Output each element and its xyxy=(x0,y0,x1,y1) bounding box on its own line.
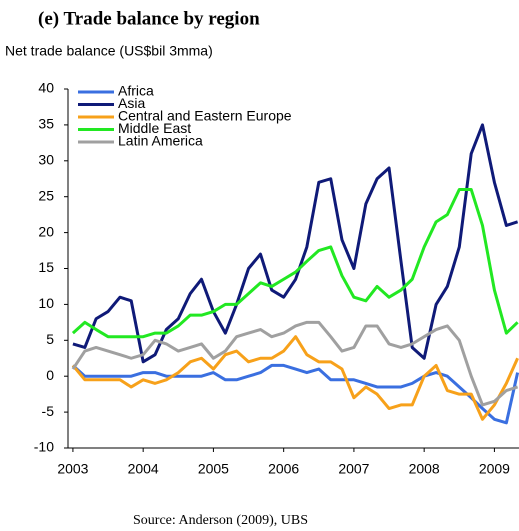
series-line xyxy=(71,363,519,425)
legend-label: Africa xyxy=(118,83,154,99)
y-tick-label: -10 xyxy=(34,439,54,455)
x-tick-label: 2004 xyxy=(128,461,159,477)
x-tick-label: 2003 xyxy=(57,461,88,477)
y-tick-label: 5 xyxy=(46,331,54,347)
series-line xyxy=(72,123,519,364)
chart-title: (e) Trade balance by region xyxy=(38,8,260,29)
axis-title: Net trade balance (US$bil 3mma) xyxy=(5,43,213,59)
y-tick-label: -5 xyxy=(42,403,55,419)
y-tick-label: 35 xyxy=(38,116,54,132)
x-tick-label: 2005 xyxy=(198,461,229,477)
legend-label: Latin America xyxy=(118,133,203,149)
source-note: Source: Anderson (2009), UBS xyxy=(133,513,308,528)
y-tick-label: 15 xyxy=(38,259,54,275)
y-tick-label: 25 xyxy=(38,187,54,203)
legend-label: Asia xyxy=(118,95,145,111)
x-tick-label: 2008 xyxy=(409,461,440,477)
x-tick-label: 2009 xyxy=(479,461,510,477)
legend-label: Central and Eastern Europe xyxy=(118,108,292,124)
y-tick-label: 40 xyxy=(38,80,54,96)
x-tick-label: 2007 xyxy=(338,461,369,477)
series-line xyxy=(71,188,519,339)
x-tick-label: 2006 xyxy=(268,461,299,477)
y-tick-label: 10 xyxy=(38,295,54,311)
series-line xyxy=(71,335,519,421)
y-tick-label: 30 xyxy=(38,152,54,168)
y-tick-label: 20 xyxy=(38,223,54,239)
series-line xyxy=(71,320,519,407)
legend-label: Middle East xyxy=(118,120,191,136)
y-tick-label: 0 xyxy=(46,367,54,383)
